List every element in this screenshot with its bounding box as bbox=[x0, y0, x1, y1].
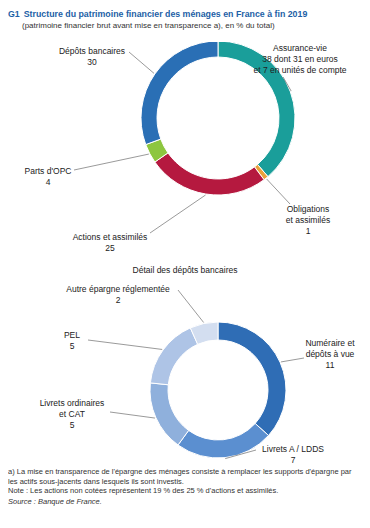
svg-text:Assurance-vie38 dont 31 en eur: Assurance-vie38 dont 31 en euroset 7 en … bbox=[253, 43, 346, 75]
html-text:Source : Banque de France.: Source : Banque de France. bbox=[8, 496, 102, 506]
svg-text:Numéraire etdépôts à vue11: Numéraire etdépôts à vue11 bbox=[305, 338, 355, 370]
svg-text:Actions et assimilés25: Actions et assimilés25 bbox=[73, 232, 148, 253]
html-text:Note : Les actions non cotées: Note : Les actions non cotées représente… bbox=[8, 486, 279, 495]
svg-text:Livrets ordinaireset CAT5: Livrets ordinaireset CAT5 bbox=[40, 398, 105, 430]
html-text:Détail des dépôts bancaires: Détail des dépôts bancaires bbox=[132, 265, 238, 275]
html-text:G1 Structure du patrimoine fin: G1 Structure du patrimoine financier des… bbox=[8, 9, 308, 19]
svg-text:Livrets A / LDDS7: Livrets A / LDDS7 bbox=[262, 444, 324, 465]
svg-text:Obligationset assimilés1: Obligationset assimilés1 bbox=[286, 204, 330, 236]
svg-text:PEL5: PEL5 bbox=[64, 330, 80, 351]
svg-text:Dépôts bancaires30: Dépôts bancaires30 bbox=[59, 46, 125, 67]
html-text:a) La mise en transparence de: a) La mise en transparence de l'épargne … bbox=[8, 467, 352, 486]
svg-text:Parts d'OPC4: Parts d'OPC4 bbox=[25, 166, 72, 187]
svg-text:Autre épargne réglementée2: Autre épargne réglementée2 bbox=[66, 284, 170, 305]
html-text:(patrimoine financier brut ava: (patrimoine financier brut avant mise en… bbox=[22, 21, 275, 30]
